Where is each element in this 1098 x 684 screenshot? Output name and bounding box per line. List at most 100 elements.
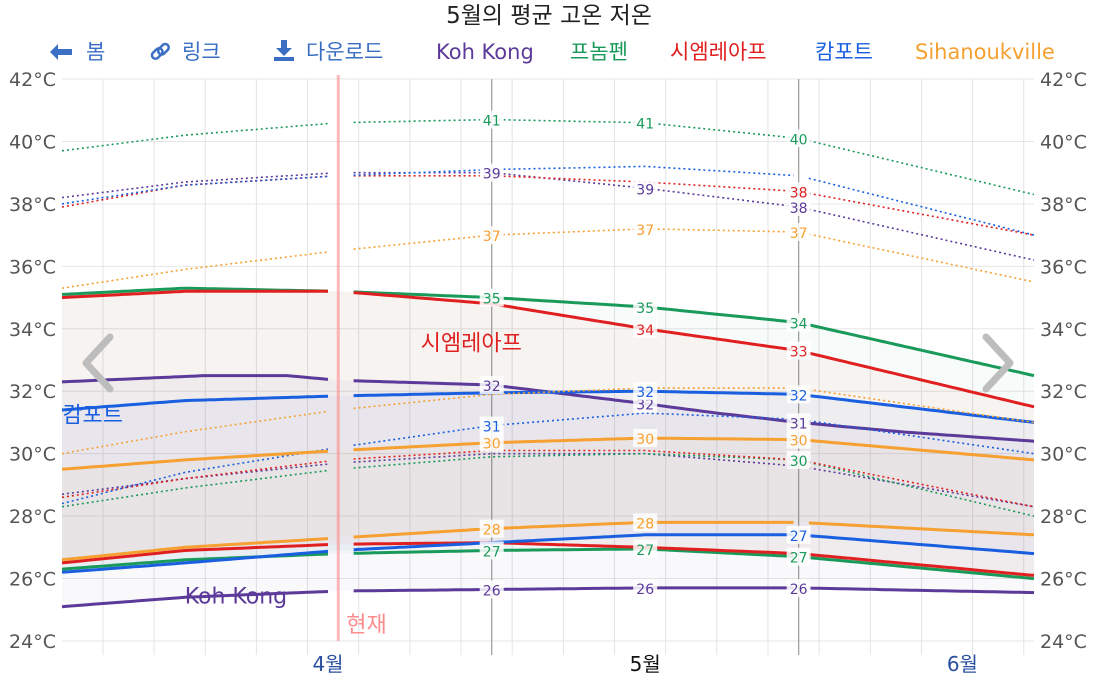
- data-label: 33: [790, 345, 808, 361]
- data-label: 41: [636, 117, 654, 133]
- series-high-프놈펜: [353, 290, 794, 324]
- link-icon: [150, 42, 170, 60]
- y-tick-label-left: 32°C: [9, 381, 56, 403]
- data-label-bg: [633, 539, 658, 558]
- data-label: 35: [483, 292, 501, 308]
- series-rlow-시엠레아프: [353, 449, 794, 461]
- data-label-bg: [786, 341, 811, 360]
- y-tick-label-left: 26°C: [9, 569, 56, 591]
- y-tick-label-right: 30°C: [1040, 444, 1087, 466]
- series-low-Koh Kong: [61, 590, 329, 609]
- data-label: 28: [483, 523, 501, 539]
- y-tick-label-left: 28°C: [9, 506, 56, 528]
- y-tick-label-right: 40°C: [1040, 131, 1087, 153]
- data-label: 41: [483, 114, 501, 130]
- data-label-bg: [786, 313, 811, 332]
- month-label: 4월: [312, 652, 343, 676]
- chart-header: 5월의 평균 고온 저온봄 링크 다운로드 Koh Kong 프놈펜 시엠레아프 캄포트 Si…: [50, 3, 1055, 64]
- series-rhigh-Sihanoukville: [808, 233, 1035, 283]
- series-low-Koh Kong: [808, 586, 1035, 595]
- data-label: 30: [483, 437, 501, 453]
- data-label-bg: [633, 429, 658, 448]
- data-label: 27: [790, 529, 808, 545]
- data-label-bg: [479, 226, 504, 245]
- data-label: 32: [483, 379, 501, 395]
- series-high-프놈펜: [808, 323, 1035, 378]
- data-label-bg: [633, 219, 658, 238]
- data-label: 30: [636, 432, 654, 448]
- inline-city-label: 캄포트: [62, 403, 123, 428]
- series-high-Koh Kong: [808, 421, 1035, 443]
- data-label-bg: [786, 413, 811, 432]
- inline-city-label: 시엠레아프: [421, 332, 522, 357]
- series-rlow-Sihanoukville: [353, 387, 794, 410]
- data-label: 27: [483, 544, 501, 560]
- data-label: 37: [636, 223, 654, 239]
- series-rhigh-캄포트: [808, 177, 1035, 236]
- series-high-캄포트: [61, 394, 329, 412]
- chart-nav: [82, 333, 1014, 393]
- data-label-bg: [786, 450, 811, 469]
- series-rhigh-Koh Kong: [808, 208, 1035, 261]
- series-rhigh-Koh Kong: [353, 171, 794, 208]
- y-tick-label-left: 38°C: [9, 194, 56, 216]
- data-label-bg: [786, 385, 811, 404]
- chevron-right-icon[interactable]: [982, 333, 1014, 393]
- chevron-left-shape: [82, 333, 114, 393]
- data-label-bg: [786, 525, 811, 544]
- data-label: 31: [790, 416, 808, 432]
- series-rhigh-프놈펜: [61, 122, 329, 152]
- series-rlow-캄포트: [353, 412, 794, 446]
- data-label-bg: [633, 319, 658, 338]
- chevron-left-icon[interactable]: [82, 333, 114, 393]
- data-label-bg: [633, 382, 658, 401]
- y-tick-label-right: 24°C: [1040, 631, 1087, 653]
- legend-entry: 캄포트: [815, 40, 873, 64]
- data-label-bg: [479, 288, 504, 307]
- series-low-시엠레아프: [61, 543, 329, 565]
- data-label-bg: [479, 416, 504, 435]
- data-label: 26: [636, 582, 654, 598]
- y-tick-label-right: 42°C: [1040, 69, 1087, 91]
- data-label-bg: [786, 222, 811, 241]
- inline-city-label: Koh Kong: [185, 585, 287, 610]
- y-tick-label-left: 36°C: [9, 256, 56, 278]
- download-base: [274, 57, 294, 61]
- data-label-bg: [786, 129, 811, 148]
- y-tick-label-left: 40°C: [9, 131, 56, 153]
- link-shape-b: [156, 42, 170, 56]
- data-label: 37: [483, 229, 501, 245]
- series-low-프놈펜: [808, 556, 1035, 581]
- series-low-시엠레아프: [808, 553, 1035, 577]
- series-high-Sihanoukville: [61, 449, 329, 471]
- series-rhigh-프놈펜: [353, 118, 794, 139]
- axes: 24°C 24°C 26°C 26°C 28°C 28°C 30°C 30°C 32°C 32°C…: [9, 69, 1087, 676]
- series-rlow-프놈펜: [808, 461, 1035, 517]
- data-label: 39: [483, 167, 501, 183]
- data-label-bg: [786, 430, 811, 449]
- arrow-left-shape: [50, 44, 72, 60]
- series-rhigh-시엠레아프: [353, 175, 794, 192]
- data-label-bg: [479, 433, 504, 452]
- legend-entry: Sihanoukville: [915, 40, 1055, 64]
- series-rlow-캄포트: [61, 448, 329, 505]
- data-label-bg: [786, 547, 811, 566]
- month-label: 5월: [630, 652, 661, 676]
- chevron-right-shape: [982, 333, 1014, 393]
- data-label-bg: [633, 179, 658, 198]
- legend-entry: 시엠레아프: [670, 40, 767, 64]
- series-low-Sihanoukville: [353, 520, 794, 539]
- data-label: 28: [636, 516, 654, 532]
- data-label: 38: [790, 185, 808, 201]
- download-icon: [274, 40, 294, 61]
- month-label: 6월: [947, 652, 978, 676]
- data-label-bg: [479, 519, 504, 538]
- data-label-bg: [633, 297, 658, 316]
- y-tick-label-right: 28°C: [1040, 506, 1087, 528]
- series-low-Koh Kong: [353, 586, 794, 593]
- toolbar-label-back: 봄: [86, 40, 105, 64]
- series-low-시엠레아프: [353, 541, 794, 555]
- y-tick-label-right: 34°C: [1040, 319, 1087, 341]
